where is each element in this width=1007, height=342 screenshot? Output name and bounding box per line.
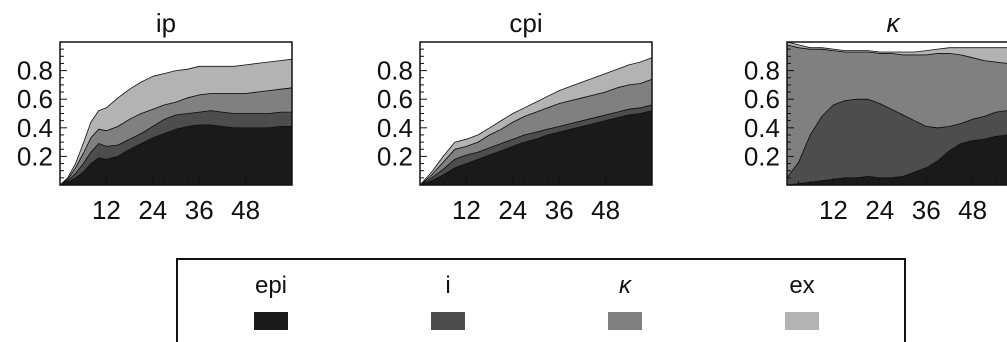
x-tick-label: 24 — [498, 195, 527, 225]
y-tick-label: 0.8 — [17, 56, 53, 86]
y-tick-label: 0.4 — [17, 113, 53, 143]
y-tick-label: 0.2 — [377, 141, 413, 171]
y-tick-label: 0.6 — [744, 84, 780, 114]
x-tick-label: 12 — [452, 195, 481, 225]
chart-panel-1: 0.20.40.60.8 12 24 36 48 ip — [17, 8, 293, 225]
legend-label-epi: epi — [255, 272, 287, 299]
x-tick-label: 36 — [185, 195, 214, 225]
x-tick-label: 36 — [545, 195, 574, 225]
x-tick-label: 48 — [591, 195, 620, 225]
legend-swatch-kappa — [608, 312, 642, 330]
x-tick-label: 12 — [819, 195, 848, 225]
x-tick-label: 36 — [912, 195, 941, 225]
y-tick-label: 0.2 — [17, 141, 53, 171]
legend-box — [176, 258, 906, 342]
x-tick-label: 24 — [865, 195, 894, 225]
legend-label-ex: ex — [789, 272, 814, 299]
legend: epi i κ ex — [176, 258, 906, 342]
y-tick-label: 0.4 — [744, 113, 780, 143]
panel-title: κ — [887, 8, 902, 38]
y-tick-label: 0.6 — [17, 84, 53, 114]
legend-label-kappa: κ — [619, 272, 633, 299]
legend-swatch-i — [431, 312, 465, 330]
y-tick-label: 0.6 — [377, 84, 413, 114]
area-ex-panel-3 — [786, 41, 1007, 64]
x-tick-label: 48 — [231, 195, 260, 225]
panel-title: cpi — [509, 8, 542, 38]
legend-swatch-ex — [785, 312, 819, 330]
x-tick-label: 24 — [138, 195, 167, 225]
panel-title: ip — [156, 8, 176, 38]
chart-panel-2: 0.20.40.60.8 12 24 36 48 cpi — [377, 8, 653, 225]
y-tick-label: 0.8 — [744, 56, 780, 86]
x-tick-label: 48 — [958, 195, 987, 225]
y-tick-label: 0.4 — [377, 113, 413, 143]
legend-label-i: i — [445, 272, 450, 299]
x-tick-label: 12 — [92, 195, 121, 225]
chart-panel-3: 0.20.40.60.8 12 24 36 48 κ — [744, 8, 1007, 225]
y-tick-label: 0.8 — [377, 56, 413, 86]
y-tick-label: 0.2 — [744, 141, 780, 171]
legend-swatch-epi — [254, 312, 288, 330]
